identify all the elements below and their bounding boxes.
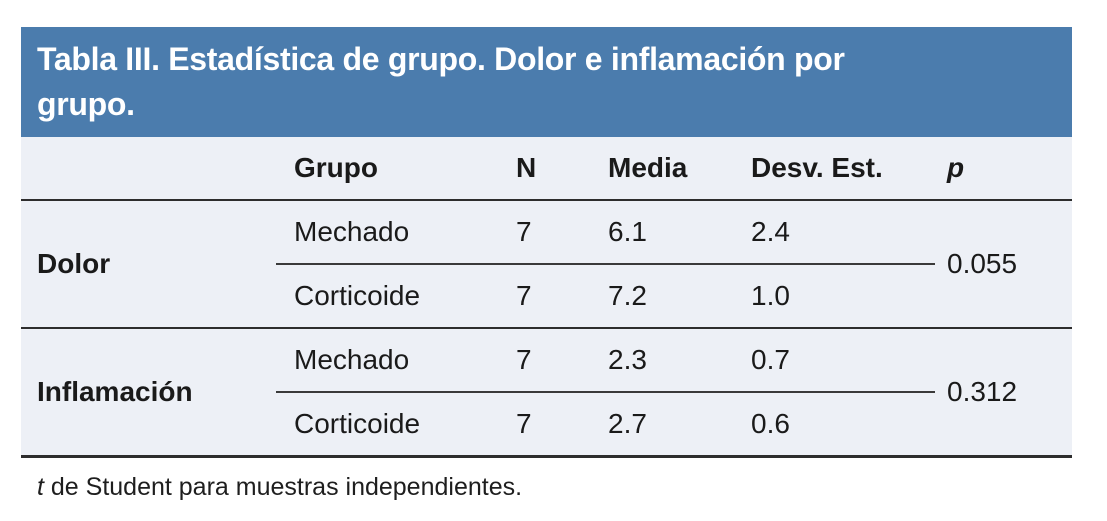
column-header-empty [21,137,276,201]
cell-inflamacion-mechado-grupo: Mechado [276,327,510,393]
stats-table-panel: Tabla III. Estadística de grupo. Dolor e… [21,27,1072,458]
footnote-t-italic: t [37,473,44,501]
column-header-p: p [935,137,1072,201]
cell-inflamacion-mechado-desv: 0.7 [745,327,935,393]
row-label-dolor: Dolor [37,248,111,279]
table-footnote: t de Student para muestras independiente… [37,471,1107,503]
row-label-inflamacion: Inflamación [21,327,276,457]
column-header-grupo: Grupo [276,137,510,201]
cell-inflamacion-corticoide-desv: 0.6 [751,408,790,439]
cell-inflamacion-mechado-n: 7 [510,327,600,393]
table-title-bar: Tabla III. Estadística de grupo. Dolor e… [21,27,1072,137]
table-title-line-2: grupo. [37,86,135,122]
table-row-inflamacion-mechado: Inflamación Mechado 7 2.3 0.7 0.312 [21,327,1072,457]
column-header-row: Grupo N Media Desv. Est. p [21,137,1072,201]
cell-inflamacion-corticoide-grupo: Corticoide [294,408,421,439]
footnote-text: de Student para muestras independientes. [43,473,523,501]
cell-inflamacion-corticoide-n: 7 [516,408,532,439]
p-value-dolor: 0.055 [947,248,1018,279]
table-title-line-1: Tabla III. Estadística de grupo. Dolor e… [37,41,845,77]
page: Tabla III. Estadística de grupo. Dolor e… [0,27,1107,503]
cell-dolor-mechado-media: 6.1 [600,200,745,265]
cell-dolor-corticoide-n: 7 [516,280,532,311]
cell-dolor-mechado-n: 7 [510,200,600,265]
group-statistics-table: Grupo N Media Desv. Est. p Dolor Mechado… [21,137,1072,458]
cell-dolor-corticoide-grupo: Corticoide [294,280,421,311]
cell-inflamacion-mechado-media: 2.3 [600,327,745,393]
cell-dolor-mechado-grupo: Mechado [276,200,510,265]
column-header-desv-est: Desv. Est. [745,137,935,201]
cell-dolor-corticoide-media: 7.2 [608,280,647,311]
table-row-dolor-mechado: Dolor Mechado 7 6.1 2.4 0.055 [21,200,1072,279]
cell-inflamacion-corticoide-media: 2.7 [608,408,647,439]
cell-dolor-corticoide-desv: 1.0 [751,280,790,311]
cell-dolor-mechado-desv: 2.4 [745,200,935,265]
table-row-inflamacion-corticoide: Corticoide 7 2.7 0.6 [21,392,1072,457]
column-header-n: N [510,137,600,201]
table-row-dolor-corticoide: Corticoide 7 7.2 1.0 [21,264,1072,328]
p-value-inflamacion: 0.312 [935,327,1072,457]
column-header-media: Media [600,137,745,201]
